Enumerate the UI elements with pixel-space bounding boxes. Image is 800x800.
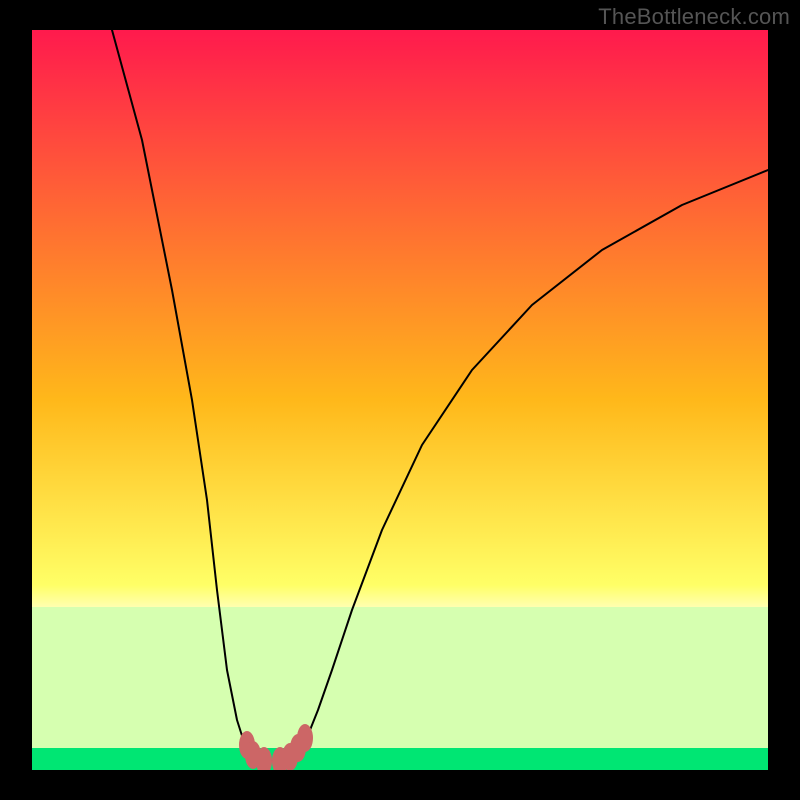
plot-area: [32, 30, 768, 770]
bottleneck-curve-svg: [32, 30, 768, 770]
markers-group: [239, 724, 313, 770]
bottleneck-curve-path: [112, 30, 768, 761]
curve-marker: [297, 724, 313, 752]
watermark-text: TheBottleneck.com: [598, 4, 790, 30]
